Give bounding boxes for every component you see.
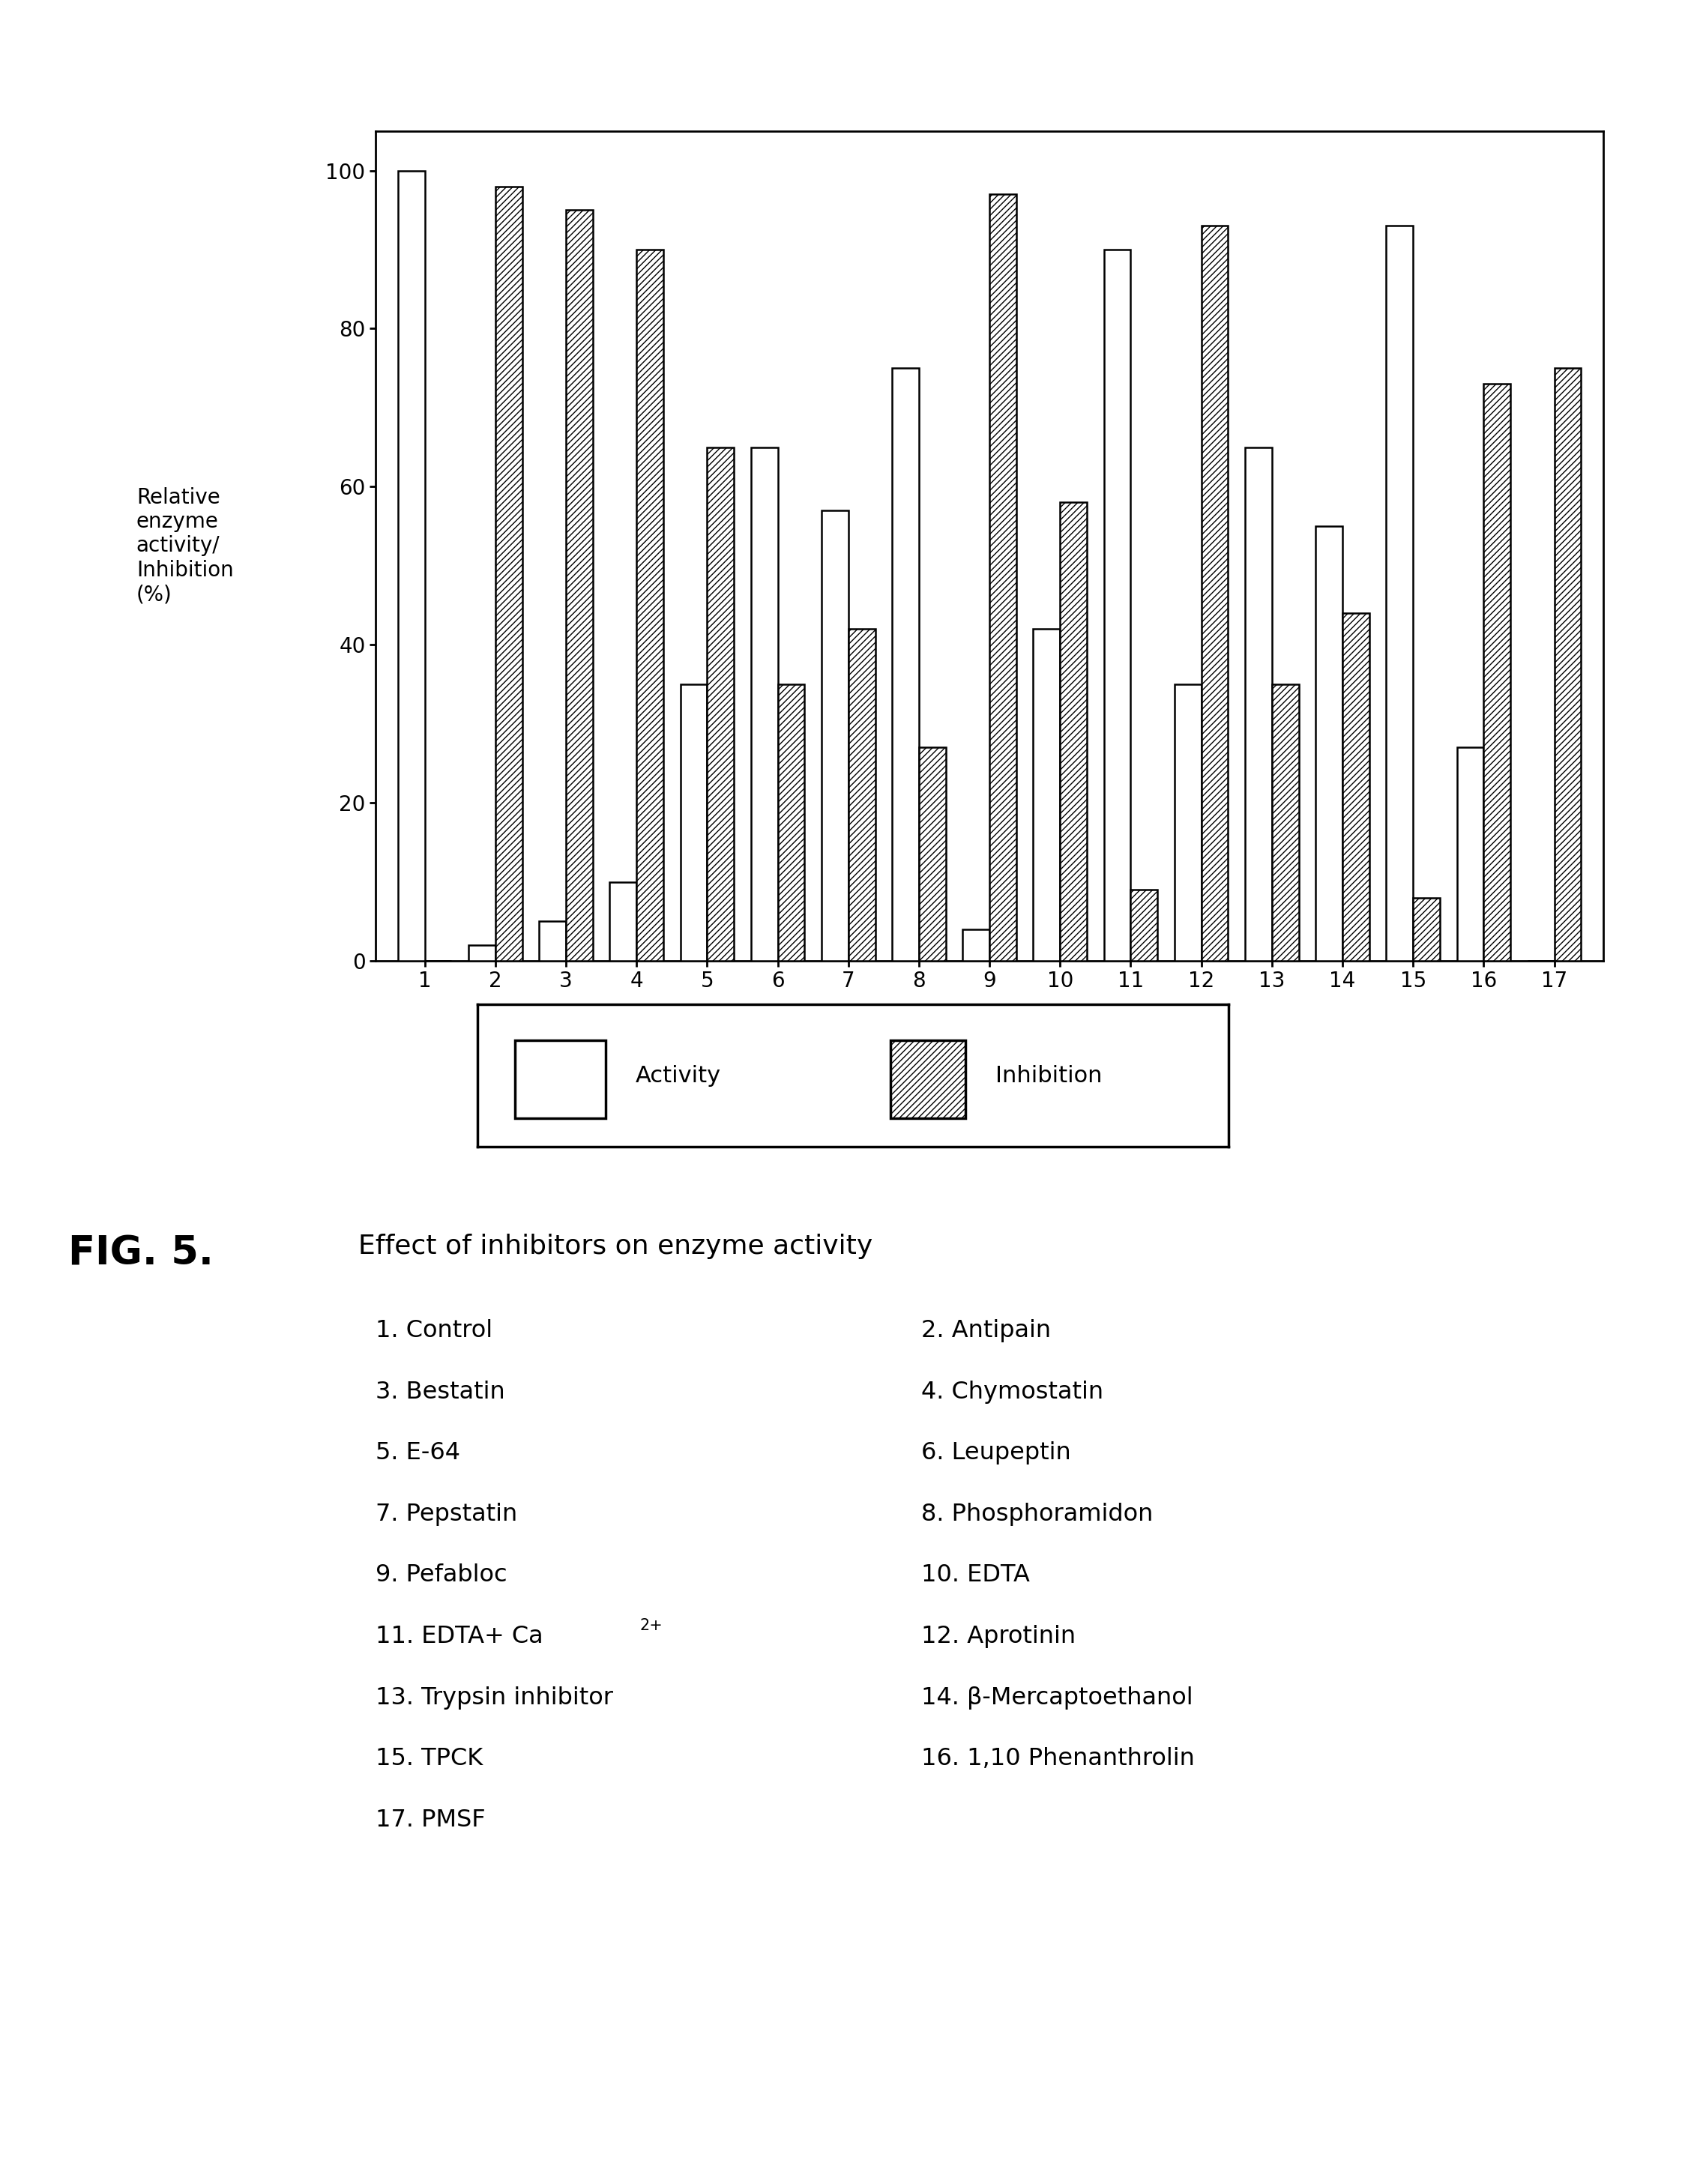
Text: 16. 1,10 Phenanthrolin: 16. 1,10 Phenanthrolin (921, 1747, 1194, 1771)
Text: 1. Control: 1. Control (375, 1319, 493, 1343)
Text: 11. EDTA+ Ca: 11. EDTA+ Ca (375, 1625, 543, 1649)
Text: 6. Leupeptin: 6. Leupeptin (921, 1441, 1071, 1465)
Bar (706, 448, 734, 961)
Bar (822, 511, 848, 961)
Bar (920, 747, 945, 961)
Text: 5. E-64: 5. E-64 (375, 1441, 461, 1465)
Bar (566, 210, 592, 961)
Bar (1174, 684, 1201, 961)
Text: 9. Pefabloc: 9. Pefabloc (375, 1564, 507, 1588)
Bar (681, 684, 706, 961)
Bar (1413, 898, 1440, 961)
Bar (1484, 384, 1510, 961)
Bar (397, 170, 425, 961)
Text: 15. TPCK: 15. TPCK (375, 1747, 483, 1771)
Text: Activity: Activity (635, 1066, 722, 1085)
Text: 10. EDTA: 10. EDTA (921, 1564, 1030, 1588)
Bar (962, 930, 989, 961)
Bar (1131, 889, 1157, 961)
Bar (989, 194, 1017, 961)
Bar (1059, 502, 1087, 961)
Bar (1245, 448, 1273, 961)
Bar (1387, 225, 1413, 961)
Text: 12. Aprotinin: 12. Aprotinin (921, 1625, 1076, 1649)
Bar (1201, 225, 1228, 961)
Text: 2. Antipain: 2. Antipain (921, 1319, 1051, 1343)
Text: 17. PMSF: 17. PMSF (375, 1808, 485, 1832)
Text: Relative
enzyme
activity/
Inhibition
(%): Relative enzyme activity/ Inhibition (%) (136, 487, 234, 605)
Bar (848, 629, 875, 961)
Text: Effect of inhibitors on enzyme activity: Effect of inhibitors on enzyme activity (358, 1234, 873, 1260)
Text: 4. Chymostatin: 4. Chymostatin (921, 1380, 1104, 1404)
Text: 13. Trypsin inhibitor: 13. Trypsin inhibitor (375, 1686, 612, 1710)
Text: FIG. 5.: FIG. 5. (68, 1234, 213, 1273)
X-axis label: Inhibitors (mM): Inhibitors (mM) (902, 1007, 1076, 1029)
Text: 14. β-Mercaptoethanol: 14. β-Mercaptoethanol (921, 1686, 1192, 1710)
Bar (1034, 629, 1059, 961)
Bar (1457, 747, 1484, 961)
Bar (609, 882, 636, 961)
Bar (891, 1040, 966, 1118)
Bar (539, 922, 566, 961)
Text: 3. Bestatin: 3. Bestatin (375, 1380, 505, 1404)
Bar (515, 1040, 606, 1118)
Bar (636, 249, 664, 961)
Bar (1343, 614, 1370, 961)
Text: 8. Phosphoramidon: 8. Phosphoramidon (921, 1503, 1153, 1527)
Bar (469, 946, 495, 961)
Bar (1273, 684, 1298, 961)
Text: 7. Pepstatin: 7. Pepstatin (375, 1503, 517, 1527)
Text: 2+: 2+ (640, 1618, 664, 1634)
Bar (1104, 249, 1131, 961)
Bar (1315, 526, 1343, 961)
Bar (495, 186, 522, 961)
Bar (892, 369, 920, 961)
Text: Inhibition: Inhibition (996, 1066, 1102, 1085)
Bar (778, 684, 805, 961)
Bar (751, 448, 778, 961)
Bar (1554, 369, 1581, 961)
